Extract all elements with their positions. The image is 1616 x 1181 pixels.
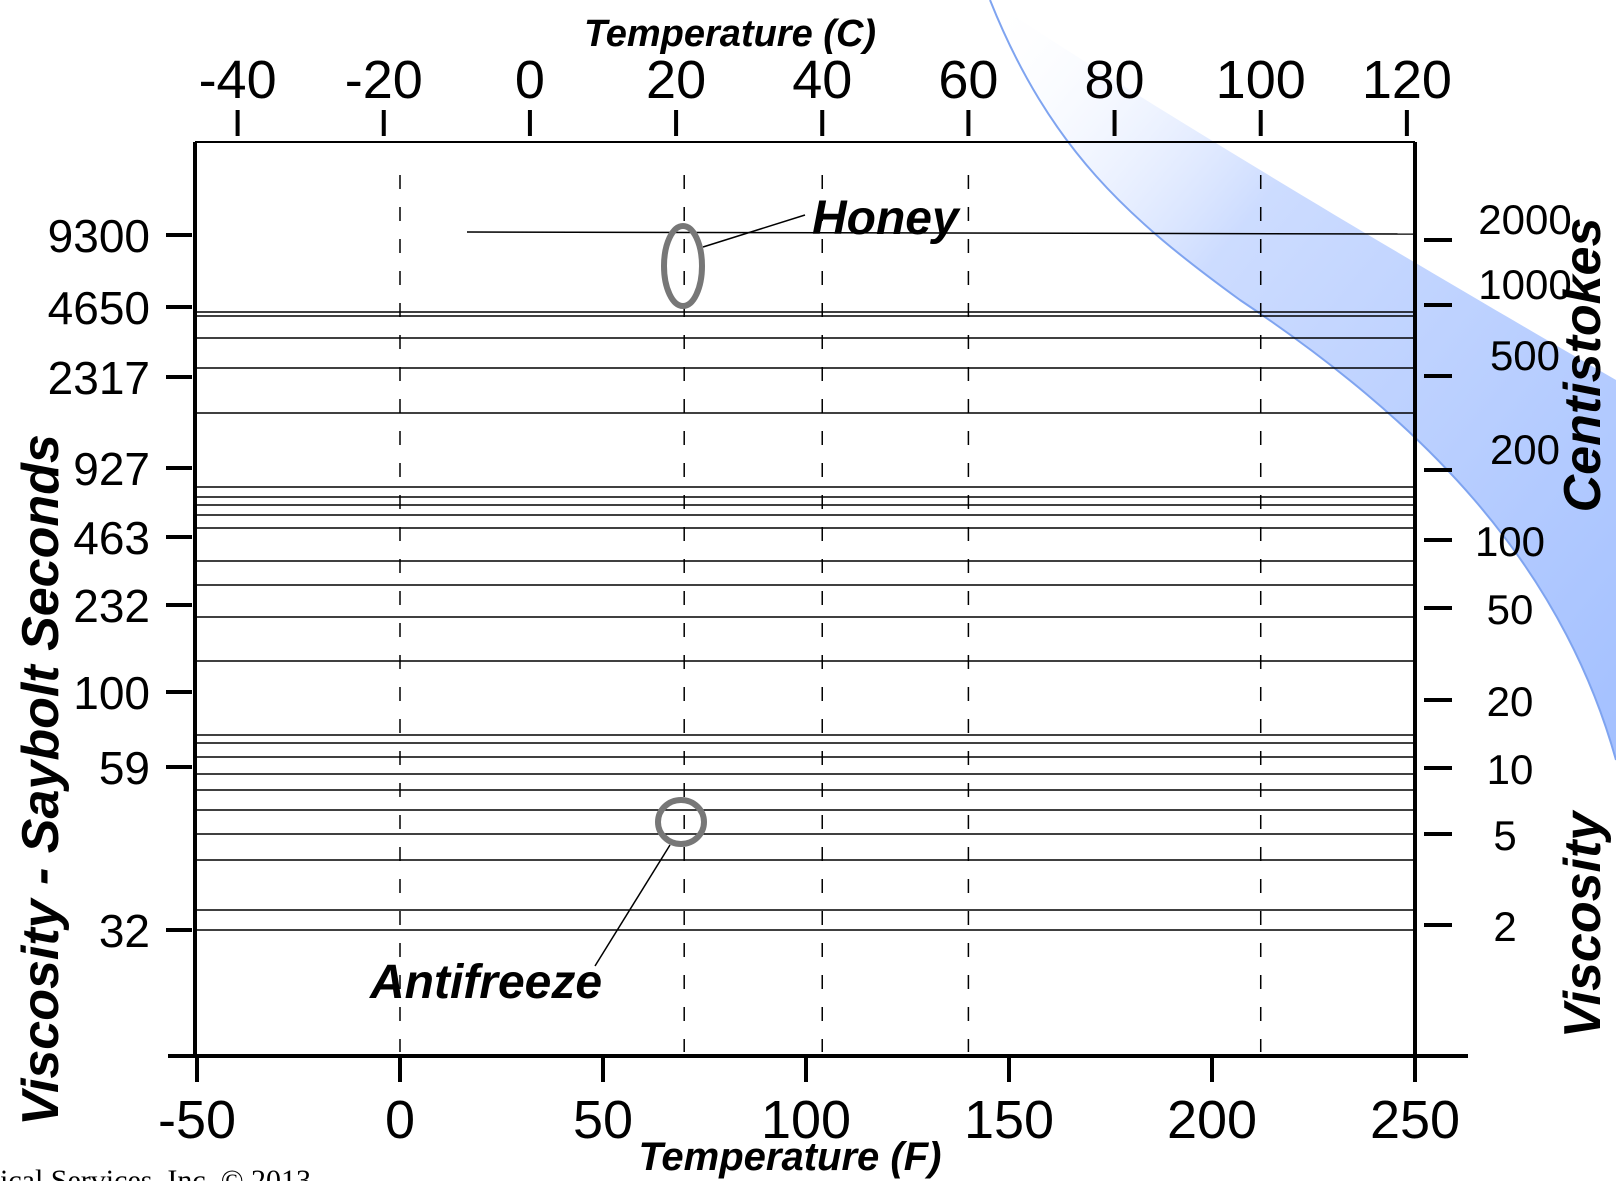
right-axis-title-centistokes: Centistokes — [1554, 218, 1612, 513]
top-tick-label-1: -20 — [345, 50, 423, 110]
right-tick-label-7: 10 — [1487, 746, 1534, 793]
top-axis-title: Temperature (C) — [584, 13, 876, 55]
top-tick-label-4: 40 — [792, 50, 852, 110]
bottom-tick-label-2: 50 — [573, 1090, 633, 1150]
left-tick-label-5: 232 — [73, 580, 150, 632]
right-tick-label-6: 20 — [1487, 678, 1534, 725]
top-tick-label-2: 0 — [515, 50, 545, 110]
left-tick-label-0: 9300 — [48, 210, 150, 262]
top-tick-label-7: 100 — [1216, 50, 1306, 110]
bottom-tick-label-4: 150 — [964, 1090, 1054, 1150]
right-tick-label-4: 100 — [1475, 518, 1545, 565]
right-tick-label-3: 200 — [1490, 426, 1560, 473]
left-tick-label-6: 100 — [73, 667, 150, 719]
decorative-swoosh — [990, 0, 1616, 760]
ticks-layer: -50 0 50 100 150 200 250-40 -20 0 20 40 60 80 100 1209… — [48, 50, 1572, 1150]
antifreeze-label: Antifreeze — [369, 956, 602, 1009]
left-tick-label-4: 463 — [73, 512, 150, 564]
right-axis-title-viscosity: Viscosity — [1554, 809, 1612, 1038]
top-tick-label-6: 80 — [1085, 50, 1145, 110]
honey-viscosity-line — [466, 231, 1416, 235]
left-tick-label-1: 4650 — [48, 282, 150, 334]
fluid-lines-layer — [197, 231, 1416, 931]
right-tick-label-0: 2000 — [1478, 196, 1571, 243]
bottom-axis-title: Temperature (F) — [638, 1135, 941, 1179]
top-tick-label-8: 120 — [1362, 50, 1452, 110]
right-tick-label-5: 50 — [1487, 586, 1534, 633]
antifreeze-marker — [655, 797, 707, 847]
honey-leader-line — [702, 214, 806, 248]
bottom-tick-label-0: -50 — [158, 1090, 236, 1150]
left-tick-label-3: 927 — [73, 443, 150, 495]
left-axis-title: Viscosity - Saybolt Seconds — [12, 434, 70, 1126]
left-tick-label-8: 32 — [99, 905, 150, 957]
antifreeze-leader-line — [594, 844, 671, 967]
top-tick-label-0: -40 — [199, 50, 277, 110]
right-tick-label-1: 1000 — [1478, 261, 1571, 308]
bottom-tick-label-6: 250 — [1370, 1090, 1460, 1150]
honey-label: Honey — [812, 192, 961, 245]
bottom-tick-label-5: 200 — [1167, 1090, 1257, 1150]
copyright-footer: ical Services, Inc. © 2013 — [0, 1164, 311, 1181]
right-tick-label-9: 2 — [1493, 903, 1516, 950]
top-tick-label-3: 20 — [646, 50, 706, 110]
left-tick-label-2: 2317 — [48, 352, 150, 404]
top-tick-label-5: 60 — [938, 50, 998, 110]
grid-layer — [399, 175, 1262, 1052]
right-tick-label-8: 5 — [1493, 812, 1516, 859]
left-tick-label-7: 59 — [99, 742, 150, 794]
bottom-tick-label-1: 0 — [385, 1090, 415, 1150]
right-tick-label-2: 500 — [1490, 332, 1560, 379]
bottom-tick-label-3: 100 — [761, 1090, 851, 1150]
honey-marker — [661, 223, 705, 309]
